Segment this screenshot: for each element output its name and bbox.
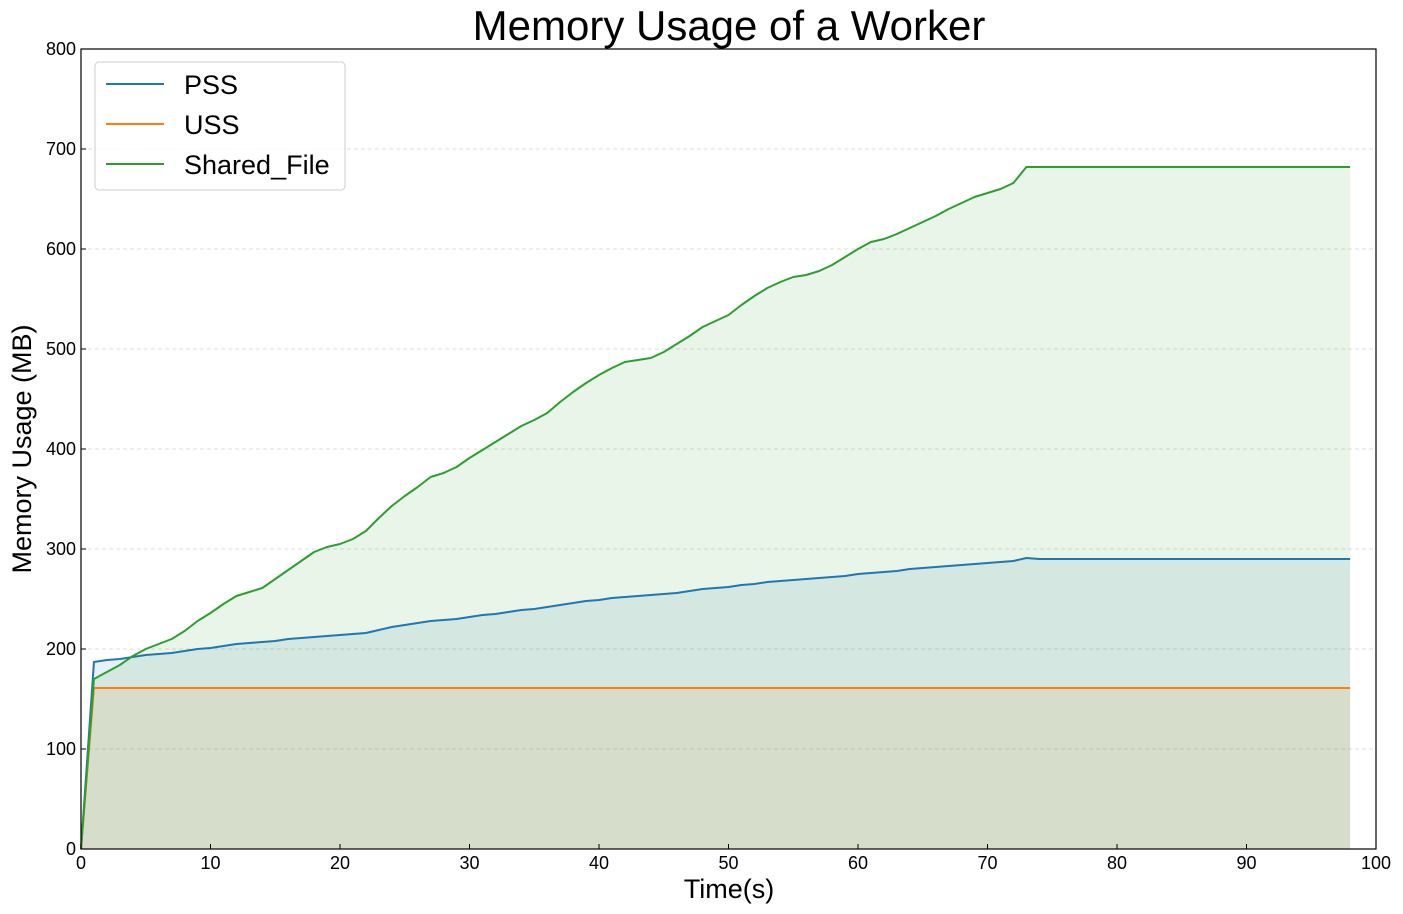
legend: PSS USS Shared_File	[94, 61, 346, 191]
series-areas	[81, 167, 1351, 849]
area-shared-file	[81, 167, 1351, 849]
legend-label-uss: USS	[184, 110, 240, 140]
x-axis-title: Time(s)	[684, 874, 774, 904]
y-tick-label-0: 0	[66, 839, 76, 859]
y-tick-label-300: 300	[46, 539, 76, 559]
x-tick-label-50: 50	[718, 853, 738, 873]
y-tick-label-700: 700	[46, 139, 76, 159]
area-uss	[81, 688, 1351, 849]
y-axis-title: Memory Usage (MB)	[7, 324, 37, 573]
series-lines	[80, 166, 1351, 850]
line-shared-file	[80, 166, 1351, 850]
chart-title: Memory Usage of a Worker	[473, 2, 986, 49]
x-tick-label-90: 90	[1236, 853, 1256, 873]
line-uss	[80, 687, 1351, 850]
legend-box	[94, 61, 346, 191]
y-tick-label-100: 100	[46, 739, 76, 759]
x-tick-label-100: 100	[1361, 853, 1391, 873]
x-tick-label-20: 20	[330, 853, 350, 873]
x-tick-label-60: 60	[848, 853, 868, 873]
area-pss	[81, 558, 1351, 849]
y-tick-label-800: 800	[46, 39, 76, 59]
y-tick-label-400: 400	[46, 439, 76, 459]
legend-label-pss: PSS	[184, 70, 238, 100]
x-tick-label-70: 70	[977, 853, 997, 873]
x-axis-ticks: 0 10 20 30 40 50 60 70 80 90 100	[76, 844, 1391, 873]
line-pss	[80, 557, 1351, 850]
x-tick-label-10: 10	[200, 853, 220, 873]
y-tick-label-200: 200	[46, 639, 76, 659]
gridlines	[81, 148, 1376, 750]
legend-label-shared-file: Shared_File	[184, 150, 330, 180]
x-tick-label-30: 30	[459, 853, 479, 873]
y-tick-label-500: 500	[46, 339, 76, 359]
y-tick-label-600: 600	[46, 239, 76, 259]
x-tick-label-0: 0	[76, 853, 86, 873]
y-axis-ticks: 0 100 200 300 400 500 600 700 800	[46, 39, 86, 859]
x-tick-label-40: 40	[589, 853, 609, 873]
x-tick-label-80: 80	[1107, 853, 1127, 873]
